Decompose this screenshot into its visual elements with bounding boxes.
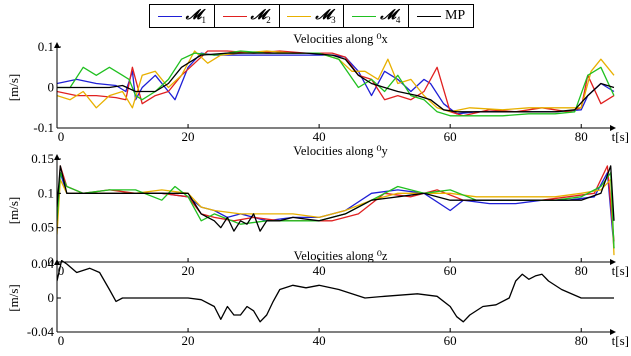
- y-tick-label: 0.1: [38, 185, 54, 200]
- x-tick-label: 0: [58, 129, 65, 144]
- y-tick-label: -0.1: [33, 120, 54, 135]
- legend-swatch: [416, 15, 441, 17]
- series-line: [57, 165, 615, 242]
- x-tick-label: 80: [575, 129, 588, 144]
- chart-title: Velocities along ⁰z: [294, 249, 388, 263]
- x-axis-label: t[s]: [612, 263, 629, 278]
- y-axis-label: [m/s]: [6, 74, 21, 101]
- legend-item: 𝓜4: [344, 5, 410, 27]
- y-axis-label: [m/s]: [6, 197, 21, 224]
- x-tick-label: 60: [444, 129, 457, 144]
- x-tick-label: 40: [313, 333, 326, 348]
- y-tick-label: 0: [48, 254, 55, 269]
- y-tick-label: 0: [48, 80, 55, 95]
- legend-swatch: [222, 15, 247, 17]
- y-tick-label: -0.04: [27, 324, 55, 339]
- y-axis-label: [m/s]: [6, 284, 21, 311]
- chart-panel: 0 20 40 60 80 0.15 0.1 0.05 0 t[s] [m/s] Velocities…: [6, 144, 629, 278]
- y-tick-label: 0: [48, 290, 55, 305]
- legend-item: 𝓜1: [150, 5, 215, 27]
- legend: 𝓜1 𝓜2 𝓜3 𝓜4 MP: [149, 4, 474, 28]
- series-line: [57, 50, 615, 113]
- x-axis-arrow: [610, 125, 616, 131]
- x-axis-arrow: [610, 329, 616, 335]
- y-tick-label: 0.05: [31, 220, 54, 235]
- x-axis-arrow: [610, 259, 616, 265]
- legend-label: 𝓜4: [380, 7, 401, 25]
- y-tick-label: 0.04: [31, 256, 54, 271]
- x-tick-label: 40: [313, 263, 326, 278]
- x-axis-label: t[s]: [612, 129, 629, 144]
- x-tick-label: 80: [575, 263, 588, 278]
- series-line: [57, 50, 615, 117]
- legend-label: MP: [444, 8, 466, 23]
- x-tick-label: 80: [575, 333, 588, 348]
- series-line: [57, 178, 615, 256]
- x-tick-label: 0: [58, 263, 65, 278]
- x-tick-label: 60: [444, 263, 457, 278]
- chart-title: Velocities along ⁰x: [293, 32, 388, 46]
- legend-label: 𝓜1: [185, 7, 206, 25]
- series-line: [57, 50, 615, 117]
- series-line: [57, 172, 615, 249]
- legend-item: MP: [409, 5, 473, 27]
- series-line: [57, 172, 615, 249]
- x-tick-label: 20: [182, 129, 195, 144]
- x-tick-label: 40: [313, 129, 326, 144]
- x-axis-label: t[s]: [612, 333, 629, 348]
- legend-label: 𝓜2: [250, 7, 271, 25]
- x-tick-label: 20: [182, 263, 195, 278]
- x-tick-label: 20: [182, 333, 195, 348]
- y-tick-label: 0.15: [31, 151, 54, 166]
- chart-panel: 0 20 40 60 80 0.1 0 -0.1 t[s] [m/s] Velocities alo…: [6, 32, 629, 144]
- series-line: [57, 52, 615, 115]
- x-tick-label: 60: [444, 333, 457, 348]
- series-line: [57, 52, 615, 113]
- legend-swatch: [157, 15, 182, 17]
- chart-title: Velocities along ⁰y: [293, 144, 388, 158]
- y-tick-label: 0.1: [38, 39, 54, 54]
- legend-label: 𝓜3: [315, 7, 336, 25]
- legend-swatch: [287, 15, 312, 17]
- x-tick-label: 0: [58, 333, 65, 348]
- legend-item: 𝓜2: [215, 5, 280, 27]
- chart-panel: 0 20 40 60 800.040-0.04t[s][m/s]Velocities a…: [6, 249, 629, 348]
- series-line: [57, 259, 614, 323]
- legend-item: 𝓜3: [280, 5, 345, 27]
- series-line: [57, 165, 615, 232]
- legend-swatch: [352, 15, 377, 17]
